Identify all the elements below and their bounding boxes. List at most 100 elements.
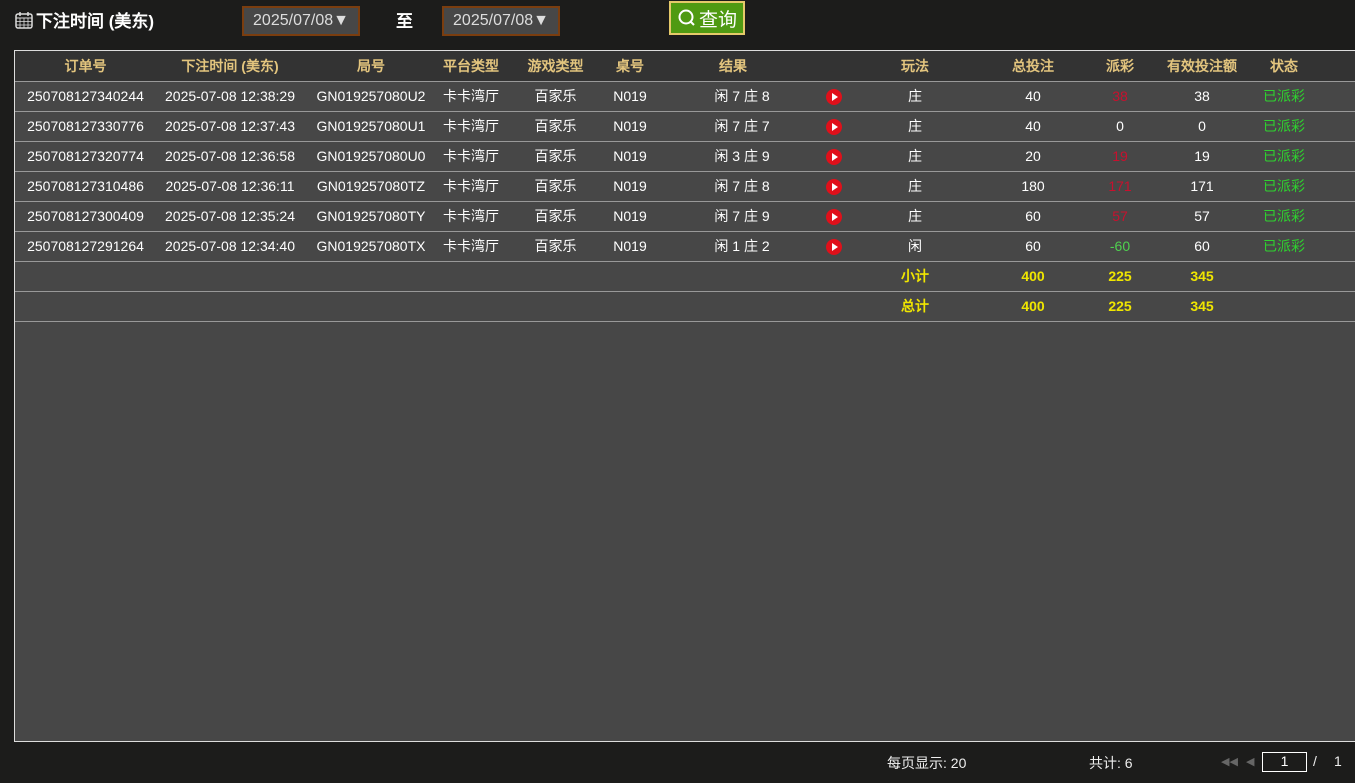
column-header: 派彩 [1091, 51, 1149, 82]
first-page-icon[interactable]: ◀◀ [1221, 756, 1238, 768]
status-badge: 已派彩 [1255, 171, 1313, 202]
table-cell: 250708127310486 [15, 171, 156, 202]
page-separator: / [1313, 753, 1317, 769]
payout-cell: -60 [1091, 231, 1149, 262]
table-cell: 225 [1091, 261, 1149, 292]
column-header: 订单号 [15, 51, 156, 82]
table-row: 250708127340244 2025-07-08 12:38:29 GN0192… [15, 81, 1355, 112]
table-cell: N019 [607, 81, 653, 112]
table-cell: 卡卡湾厅 [438, 141, 504, 172]
table-cell [1313, 291, 1355, 322]
table-cell: 0 [1149, 111, 1255, 142]
table-cell: 2025-07-08 12:35:24 [156, 201, 304, 232]
payout-cell: 171 [1091, 171, 1149, 202]
table-cell: GN019257080U1 [304, 111, 438, 142]
table-cell: 20 [975, 141, 1091, 172]
payout-cell: 38 [1091, 81, 1149, 112]
table-cell: N019 [607, 231, 653, 262]
table-cell: 百家乐 [504, 141, 607, 172]
table-cell [1313, 201, 1355, 232]
table-cell [1313, 171, 1355, 202]
date-from-select[interactable]: 2025/07/08▼ [242, 6, 360, 36]
table-cell [653, 261, 813, 292]
payout-cell: 0 [1091, 111, 1149, 142]
table-cell: 卡卡湾厅 [438, 171, 504, 202]
table-row: 250708127320774 2025-07-08 12:36:58 GN0192… [15, 141, 1355, 172]
date-to-select[interactable]: 2025/07/08▼ [442, 6, 560, 36]
table-cell: GN019257080TY [304, 201, 438, 232]
column-header: 桌号 [607, 51, 653, 82]
table-cell: 百家乐 [504, 111, 607, 142]
table-cell: 百家乐 [504, 81, 607, 112]
table-cell: 40 [975, 111, 1091, 142]
table-cell [438, 261, 504, 292]
status-badge: 已派彩 [1255, 81, 1313, 112]
total-count: 共计: 6 [1089, 755, 1133, 771]
table-cell: 百家乐 [504, 231, 607, 262]
status-badge: 已派彩 [1255, 231, 1313, 262]
play-video-icon[interactable] [826, 208, 842, 225]
table-cell: N019 [607, 111, 653, 142]
table-cell: 38 [1149, 81, 1255, 112]
filter-bar: 下注时间 (美东) 2025/07/08▼ 至 2025/07/08▼ 查询 [0, 0, 1355, 45]
table-cell: 57 [1149, 201, 1255, 232]
table-cell [813, 291, 855, 322]
play-video-icon[interactable] [826, 118, 842, 135]
column-header: 总投注 [975, 51, 1091, 82]
table-cell: 卡卡湾厅 [438, 231, 504, 262]
table-cell: 60 [1149, 231, 1255, 262]
table-cell [653, 291, 813, 322]
play-video-icon[interactable] [826, 88, 842, 105]
table-cell: 171 [1149, 171, 1255, 202]
table-cell: 庄 [855, 111, 975, 142]
column-header: 游戏类型 [504, 51, 607, 82]
table-cell [156, 291, 304, 322]
table-cell [156, 261, 304, 292]
table-cell: 180 [975, 171, 1091, 202]
search-icon [678, 9, 695, 26]
table-cell [304, 291, 438, 322]
column-header: 结果 [653, 51, 813, 82]
column-header [813, 51, 855, 82]
table-cell: 250708127340244 [15, 81, 156, 112]
table-cell: 250708127291264 [15, 231, 156, 262]
orders-table-panel: 订单号 下注时间 (美东) 局号 平台类型 游戏类型 桌号 结果 玩法 总投注 派彩 有效投注额 状态… [14, 50, 1355, 742]
status-badge: 已派彩 [1255, 141, 1313, 172]
table-cell [15, 261, 156, 292]
play-video-icon[interactable] [826, 148, 842, 165]
table-cell [1313, 141, 1355, 172]
result-cell: 闲 3 庄 9 [653, 141, 813, 172]
table-cell: 2025-07-08 12:36:11 [156, 171, 304, 202]
calendar-icon [15, 11, 33, 29]
status-badge: 已派彩 [1255, 111, 1313, 142]
play-video-icon[interactable] [826, 238, 842, 255]
page-input[interactable]: 1 [1262, 752, 1307, 772]
result-cell: 闲 7 庄 8 [653, 171, 813, 202]
table-cell: 225 [1091, 291, 1149, 322]
query-button[interactable]: 查询 [669, 1, 745, 35]
table-header: 订单号 下注时间 (美东) 局号 平台类型 游戏类型 桌号 结果 玩法 总投注 派彩 有效投注额 状态… [15, 51, 1355, 82]
replay-cell [813, 111, 855, 142]
table-row: 250708127310486 2025-07-08 12:36:11 GN0192… [15, 171, 1355, 202]
table-cell: 庄 [855, 81, 975, 112]
table-cell: 2025-07-08 12:38:29 [156, 81, 304, 112]
table-cell [15, 291, 156, 322]
table-cell [1313, 261, 1355, 292]
play-video-icon[interactable] [826, 178, 842, 195]
to-label: 至 [396, 12, 413, 31]
column-header: 平台类型 [438, 51, 504, 82]
table-cell: 250708127320774 [15, 141, 156, 172]
table-cell: 百家乐 [504, 171, 607, 202]
table-cell [1255, 261, 1313, 292]
table-cell: N019 [607, 201, 653, 232]
result-cell: 闲 7 庄 9 [653, 201, 813, 232]
filter-label: 下注时间 (美东) [36, 12, 155, 31]
table-cell: GN019257080U0 [304, 141, 438, 172]
replay-cell [813, 171, 855, 202]
payout-cell: 57 [1091, 201, 1149, 232]
table-cell [1255, 291, 1313, 322]
table-cell: N019 [607, 141, 653, 172]
table-cell: 345 [1149, 291, 1255, 322]
prev-page-icon[interactable]: ◀ [1246, 756, 1255, 768]
table-cell: 卡卡湾厅 [438, 81, 504, 112]
